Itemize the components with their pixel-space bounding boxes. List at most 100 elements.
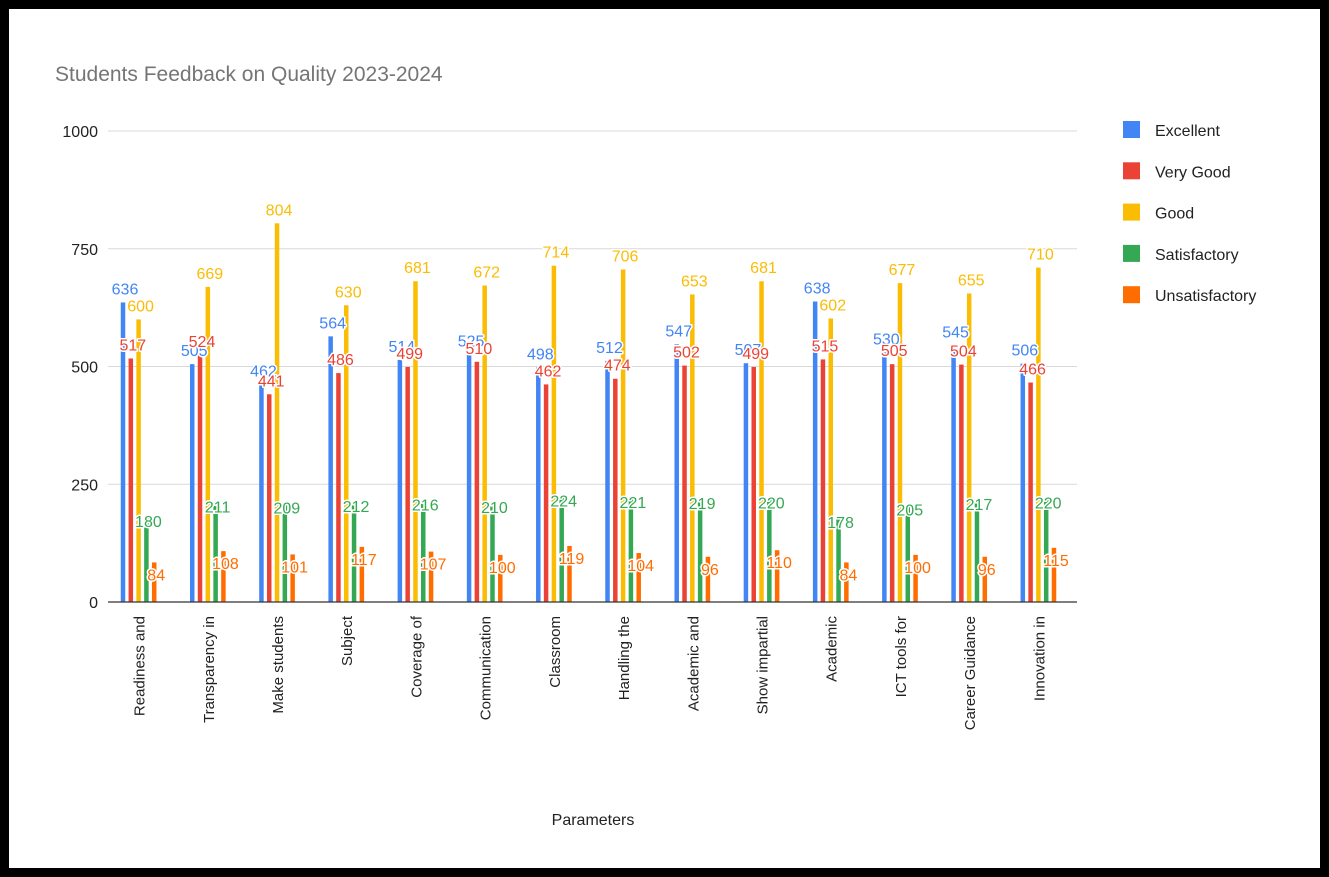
bar-unsatisfactory (982, 556, 988, 602)
bar-excellent (466, 354, 472, 602)
bar-good (274, 223, 280, 603)
legend-swatch (1123, 286, 1140, 304)
legend-label: Very Good (1155, 164, 1231, 181)
bar-unsatisfactory (221, 551, 226, 602)
data-label: 515 (812, 338, 839, 355)
data-labels: 6365176001808450552466921110846244180420… (110, 201, 1070, 586)
y-tick-label: 1000 (62, 124, 98, 141)
data-label: 441 (258, 373, 285, 390)
x-tick-label: Transparency in (201, 616, 218, 723)
data-label: 710 (1027, 247, 1054, 264)
bars (120, 223, 1057, 603)
data-label: 507 (735, 342, 762, 359)
x-tick-label: Subject (339, 615, 356, 666)
bar-unsatisfactory (774, 550, 780, 602)
bar-very-good (751, 366, 756, 602)
legend: Excellent Very Good Good Satisfactory Unsati… (1123, 121, 1256, 305)
data-label: 630 (335, 284, 362, 301)
data-label: 547 (665, 323, 692, 340)
data-label: 677 (889, 262, 916, 279)
data-label: 462 (535, 363, 562, 380)
bar-unsatisfactory (844, 562, 849, 602)
data-label: 504 (950, 344, 977, 361)
bar-good (690, 294, 695, 602)
x-tick-label: Show impartial (755, 616, 772, 714)
data-label: 638 (804, 281, 831, 298)
data-label: 525 (458, 334, 485, 351)
bar-excellent (120, 302, 126, 602)
bar-good (828, 318, 833, 602)
data-label: 100 (904, 560, 931, 577)
data-label: 502 (673, 345, 700, 362)
y-tick-label: 500 (71, 360, 98, 377)
data-label: 681 (750, 260, 777, 277)
data-label: 84 (839, 567, 857, 584)
data-label: 499 (396, 346, 423, 363)
data-label: 117 (351, 552, 377, 569)
data-label: 178 (827, 515, 854, 532)
bar-excellent (605, 360, 610, 602)
bar-satisfactory (559, 496, 564, 602)
data-label: 517 (119, 337, 146, 354)
legend-swatch (1123, 121, 1140, 138)
data-label: 107 (420, 557, 447, 574)
bar-satisfactory (282, 503, 288, 602)
data-label: 486 (327, 352, 354, 369)
x-tick-label: Communication (478, 616, 495, 720)
bar-very-good (889, 364, 895, 602)
bar-excellent (189, 364, 195, 602)
data-label: 564 (319, 315, 346, 332)
data-label: 706 (612, 248, 639, 265)
data-label: 115 (1043, 553, 1069, 570)
data-label: 714 (543, 245, 570, 262)
chart-frame: Students Feedback on Quality 2023-2024 0… (9, 9, 1320, 868)
x-axis-title: Parameters (552, 812, 635, 829)
data-label: 180 (135, 514, 162, 531)
bar-very-good (474, 361, 480, 602)
data-label: 466 (1019, 362, 1046, 379)
bar-very-good (1028, 382, 1033, 602)
bar-unsatisfactory (290, 554, 295, 602)
data-label: 505 (881, 343, 908, 360)
y-axis-ticks: 0 250 500 750 1000 (62, 124, 98, 612)
chart-title: Students Feedback on Quality 2023-2024 (55, 63, 443, 86)
bar-very-good (128, 358, 134, 602)
y-tick-label: 250 (71, 477, 98, 494)
bar-very-good (336, 373, 341, 602)
bar-satisfactory (905, 505, 911, 602)
data-label: 220 (1035, 495, 1062, 512)
data-label: 499 (742, 346, 769, 363)
data-label: 498 (527, 346, 554, 363)
data-label: 510 (466, 341, 493, 358)
data-label: 119 (559, 551, 585, 568)
data-label: 220 (758, 495, 785, 512)
x-tick-label: Classroom (547, 616, 564, 688)
data-label: 506 (1011, 343, 1038, 360)
bar-very-good (543, 384, 549, 602)
data-label: 462 (250, 363, 277, 380)
bar-excellent (536, 367, 541, 602)
x-tick-label: Make students (270, 616, 287, 714)
data-label: 108 (212, 556, 239, 573)
legend-label: Satisfactory (1155, 247, 1239, 264)
bar-excellent (1020, 363, 1026, 602)
bar-satisfactory (836, 518, 841, 602)
data-label: 210 (481, 500, 508, 517)
data-label: 530 (873, 331, 900, 348)
bar-unsatisfactory (705, 556, 711, 602)
data-label: 84 (147, 567, 165, 584)
x-tick-label: Readiness and (132, 616, 149, 716)
data-label: 514 (389, 339, 416, 356)
bar-excellent (743, 363, 749, 602)
data-label: 505 (181, 343, 208, 360)
data-label: 221 (620, 495, 647, 512)
data-label: 681 (404, 260, 431, 277)
data-label: 545 (942, 324, 969, 341)
legend-swatch (1123, 203, 1140, 221)
bar-good (482, 285, 487, 602)
bar-good (966, 293, 972, 602)
bar-unsatisfactory (636, 553, 641, 602)
bar-unsatisfactory (498, 554, 503, 602)
data-label: 600 (127, 298, 154, 315)
data-label: 219 (689, 496, 716, 513)
